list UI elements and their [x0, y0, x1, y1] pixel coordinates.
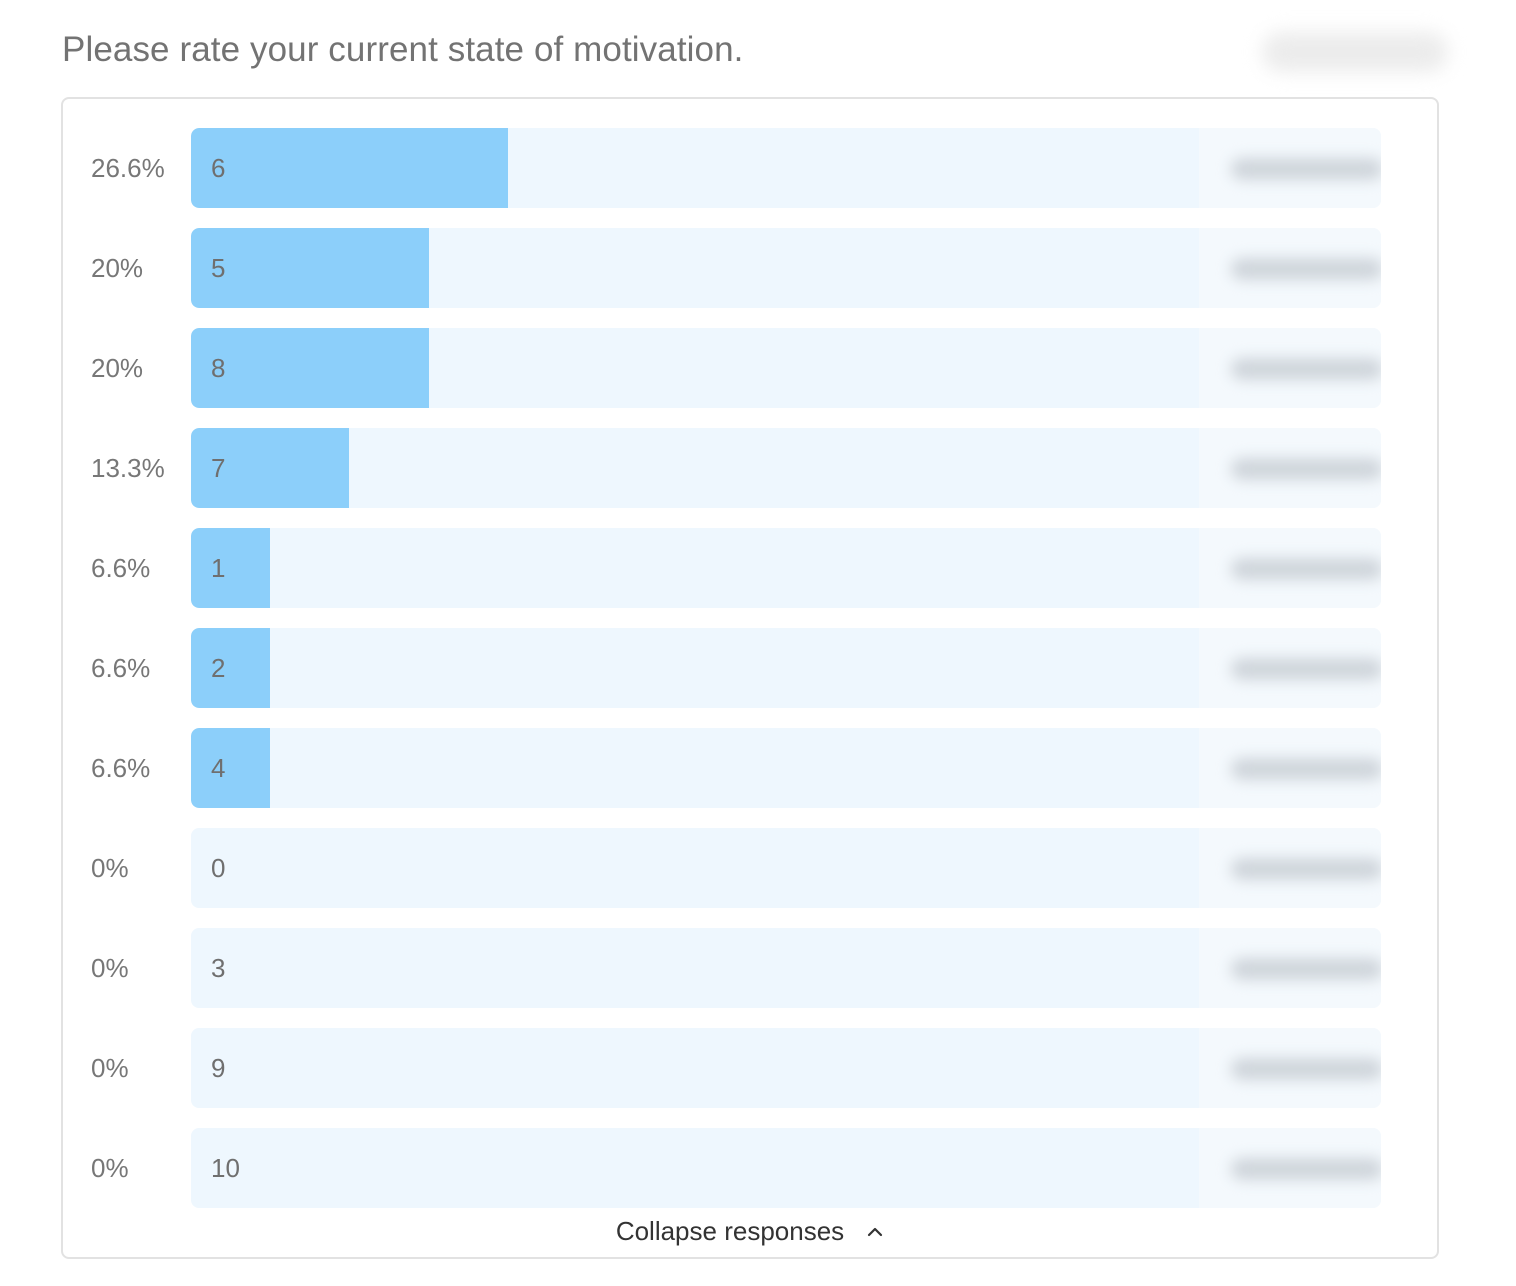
- result-percentage: 6.6%: [91, 753, 151, 783]
- result-row: 6.6% 1: [63, 528, 1437, 608]
- results-card: 26.6% 6 20% 5 20% 8 13.3% 7 6.6% 1 6.6% 2 6.6% 4 0% 0 0%…: [61, 97, 1439, 1259]
- result-percentage: 26.6%: [91, 153, 165, 183]
- result-row: 13.3% 7: [63, 428, 1437, 508]
- result-row: 20% 5: [63, 228, 1437, 308]
- collapse-responses-label: Collapse responses: [615, 1216, 845, 1246]
- result-percentage: 6.6%: [91, 553, 151, 583]
- result-percentage: 20%: [91, 253, 144, 283]
- result-row: 26.6% 6: [63, 128, 1437, 208]
- blurred-count-text: [1231, 1058, 1381, 1080]
- result-row: 0% 3: [63, 928, 1437, 1008]
- result-percentage: 0%: [91, 853, 129, 883]
- blurred-count: [1199, 228, 1381, 308]
- blurred-count-text: [1231, 1158, 1381, 1180]
- blurred-count-text: [1231, 158, 1381, 180]
- result-bar-fill: [191, 428, 349, 508]
- blurred-count: [1199, 428, 1381, 508]
- result-bar-fill: [191, 228, 429, 308]
- result-row: 20% 8: [63, 328, 1437, 408]
- result-percentage: 0%: [91, 1053, 129, 1083]
- blurred-count-text: [1231, 558, 1381, 580]
- result-bar-track: 7: [191, 428, 1381, 508]
- blurred-count: [1199, 528, 1381, 608]
- result-percentage: 6.6%: [91, 653, 151, 683]
- blurred-count-text: [1231, 758, 1381, 780]
- blurred-count: [1199, 128, 1381, 208]
- result-bar-track: 0: [191, 828, 1381, 908]
- results-list: 26.6% 6 20% 5 20% 8 13.3% 7 6.6% 1 6.6% 2 6.6% 4 0% 0 0%…: [63, 128, 1437, 1228]
- result-bar-fill: [191, 528, 270, 608]
- blurred-count: [1199, 628, 1381, 708]
- result-bar-track: 8: [191, 328, 1381, 408]
- chevron-up-icon: [868, 1227, 883, 1236]
- result-percentage: 20%: [91, 353, 144, 383]
- blurred-count: [1199, 928, 1381, 1008]
- result-bar-track: 9: [191, 1028, 1381, 1108]
- collapse-responses-button[interactable]: Collapse responses: [616, 1216, 884, 1247]
- blurred-count-text: [1231, 658, 1381, 680]
- blurred-count: [1199, 1128, 1381, 1208]
- result-option-label: 6: [211, 153, 226, 183]
- result-bar-track: 5: [191, 228, 1381, 308]
- blurred-response-count: [1262, 32, 1448, 72]
- result-percentage: 13.3%: [91, 453, 165, 483]
- blurred-count-text: [1231, 458, 1381, 480]
- result-option-label: 0: [211, 853, 226, 883]
- result-bar-fill: [191, 328, 429, 408]
- result-row: 6.6% 2: [63, 628, 1437, 708]
- result-bar-track: 3: [191, 928, 1381, 1008]
- result-option-label: 5: [211, 253, 226, 283]
- result-option-label: 10: [211, 1153, 240, 1183]
- result-percentage: 0%: [91, 1153, 129, 1183]
- result-row: 0% 10: [63, 1128, 1437, 1208]
- result-bar-track: 4: [191, 728, 1381, 808]
- result-option-label: 7: [211, 453, 226, 483]
- result-option-label: 9: [211, 1053, 226, 1083]
- result-option-label: 2: [211, 653, 226, 683]
- result-bar-fill: [191, 128, 508, 208]
- result-bar-track: 1: [191, 528, 1381, 608]
- blurred-count: [1199, 828, 1381, 908]
- blurred-count-text: [1231, 858, 1381, 880]
- result-bar-track: 6: [191, 128, 1381, 208]
- result-row: 6.6% 4: [63, 728, 1437, 808]
- result-option-label: 3: [211, 953, 226, 983]
- blurred-count-text: [1231, 358, 1381, 380]
- result-option-label: 8: [211, 353, 226, 383]
- result-bar-track: 2: [191, 628, 1381, 708]
- result-bar-fill: [191, 628, 270, 708]
- result-bar-track: 10: [191, 1128, 1381, 1208]
- blurred-count: [1199, 728, 1381, 808]
- result-row: 0% 9: [63, 1028, 1437, 1108]
- blurred-count-text: [1231, 258, 1381, 280]
- result-row: 0% 0: [63, 828, 1437, 908]
- result-option-label: 4: [211, 753, 226, 783]
- blurred-count: [1199, 328, 1381, 408]
- result-percentage: 0%: [91, 953, 129, 983]
- collapse-row: Collapse responses: [63, 1216, 1437, 1247]
- blurred-count: [1199, 1028, 1381, 1108]
- blurred-count-text: [1231, 958, 1381, 980]
- result-option-label: 1: [211, 553, 226, 583]
- question-title: Please rate your current state of motiva…: [62, 30, 744, 69]
- result-bar-fill: [191, 728, 270, 808]
